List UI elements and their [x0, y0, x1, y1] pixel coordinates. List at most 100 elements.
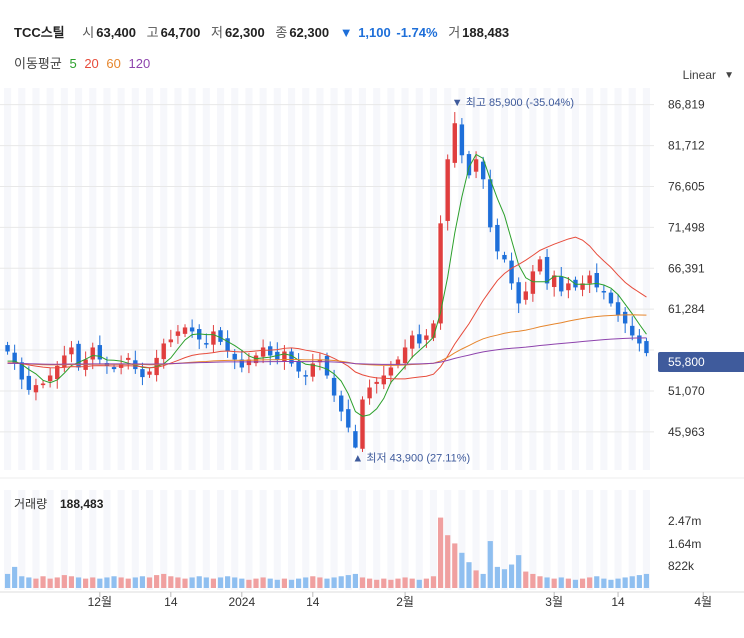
candle-body [615, 302, 621, 316]
candle-body [637, 335, 642, 344]
volume-label: 거 [448, 25, 461, 40]
volume-bar [452, 543, 458, 588]
candle-body [268, 346, 273, 356]
bg-stripe [245, 490, 253, 590]
bg-stripe [46, 88, 54, 470]
candle-body [480, 161, 486, 180]
x-tick-label: 4월 [694, 595, 712, 609]
chevron-down-icon[interactable]: ▼ [724, 70, 734, 81]
candle-body [388, 367, 394, 376]
bg-stripe [500, 88, 509, 470]
bg-stripe [373, 490, 381, 590]
ma120-label: 120 [128, 56, 151, 71]
bg-stripe [74, 88, 83, 470]
y-tick-label: 45,963 [668, 425, 705, 439]
volume-bar [615, 578, 621, 588]
volume-bar [523, 571, 529, 588]
candle-body [551, 275, 557, 288]
candle-body [282, 351, 287, 362]
bg-stripe [387, 490, 395, 590]
bg-stripe [188, 88, 196, 470]
candle-body [353, 431, 358, 448]
bg-stripe [472, 490, 480, 590]
y-tick-label: 51,070 [668, 384, 705, 398]
volume-bar [544, 577, 550, 588]
volume-bar [19, 576, 25, 588]
volume-bar [579, 578, 586, 588]
volume-bar [104, 577, 110, 588]
change-pct: -1.74% [396, 25, 438, 40]
candle-body [417, 334, 422, 344]
volume-bar [274, 579, 280, 588]
candle-body [111, 367, 117, 370]
candle-body [97, 345, 103, 360]
bg-stripe [344, 88, 352, 470]
candle-body [232, 353, 237, 360]
candle-body [182, 327, 188, 334]
max-annotation: ▼ 최고 85,900 (-35.04%) [452, 96, 574, 109]
candle-body [473, 159, 479, 172]
stock-name: TCC스틸 [14, 25, 65, 40]
volume-bar [161, 573, 167, 588]
min-annotation: ▲ 최저 43,900 (27.11%) [352, 451, 470, 464]
candle-body [239, 359, 245, 368]
bg-stripe [316, 490, 324, 590]
bg-stripe [472, 88, 480, 470]
candle-body [438, 223, 443, 324]
candle-body [189, 327, 195, 332]
bg-stripe [202, 88, 210, 470]
candle-body [324, 355, 330, 376]
volume-bar [12, 566, 18, 588]
x-tick-label: 2024 [228, 595, 255, 609]
bg-stripe [302, 490, 310, 590]
volume-bar [359, 577, 366, 588]
volume-bar [594, 576, 600, 588]
volume-bar [324, 578, 330, 588]
candle-body [544, 256, 550, 284]
bg-stripe [216, 88, 225, 470]
candle-body [69, 347, 74, 355]
bg-stripe [614, 490, 622, 590]
candle-body [516, 282, 521, 304]
bg-stripe [415, 490, 423, 590]
bg-stripe [89, 88, 97, 470]
volume-bar [572, 579, 579, 588]
volume-bar [501, 569, 508, 588]
bg-stripe [401, 88, 409, 470]
volume-bar [281, 578, 288, 588]
volume-bar [118, 577, 124, 588]
bg-stripe [330, 88, 338, 470]
volume-bar [629, 576, 635, 588]
volume-bar [587, 577, 593, 588]
volume-bar [260, 577, 266, 588]
volume-bar [61, 575, 67, 588]
candle-body [381, 375, 386, 385]
volume-bar [402, 577, 408, 588]
volume-bar [146, 577, 153, 588]
bg-stripe [259, 490, 267, 590]
candle-body [566, 283, 571, 291]
bg-stripe [557, 490, 565, 590]
bg-stripe [429, 490, 438, 590]
candle-body [488, 179, 493, 228]
scale-selector[interactable]: Linear [682, 68, 716, 82]
volume-bar [4, 573, 11, 588]
candle-body [40, 383, 46, 386]
volume-bar [508, 564, 515, 588]
candle-body [303, 375, 308, 377]
bg-stripe [500, 490, 509, 590]
candle-body [360, 399, 365, 449]
candle-body [211, 331, 216, 345]
candle-body [608, 292, 614, 304]
low-label: 저 [210, 25, 223, 40]
volume-bar [267, 578, 273, 588]
candle-body [559, 276, 564, 292]
close-label: 종 [275, 25, 288, 40]
bg-stripe [387, 88, 395, 470]
candle-body [367, 387, 372, 399]
candle-body [289, 351, 294, 364]
bg-stripe [358, 88, 367, 470]
bg-stripe [4, 490, 12, 590]
y-tick-label: 71,498 [668, 220, 705, 234]
